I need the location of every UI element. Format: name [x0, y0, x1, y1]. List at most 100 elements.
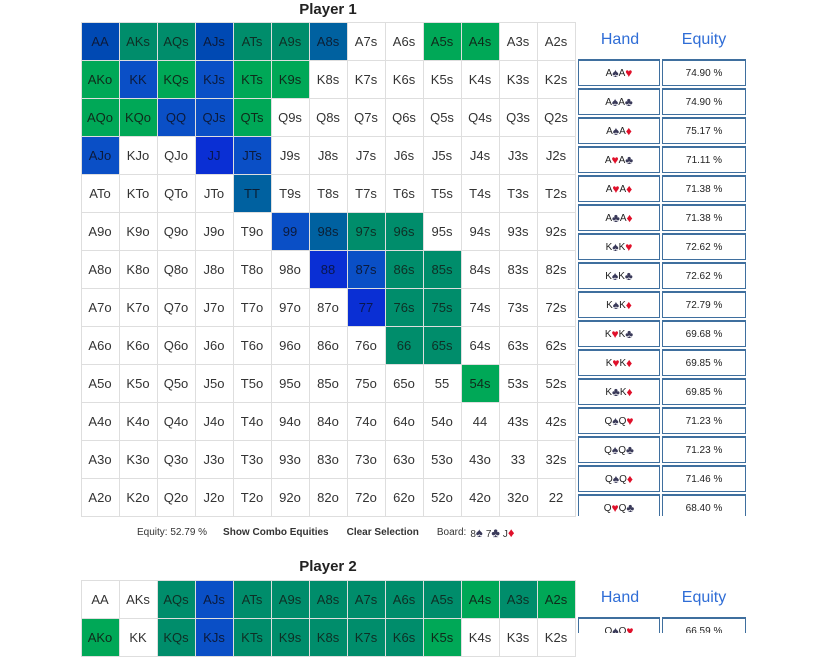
combo-row[interactable]: A ♠ A ♣ 74.90 %: [578, 88, 746, 115]
hand-cell[interactable]: AQo: [80, 97, 120, 137]
hand-cell[interactable]: 63s: [498, 325, 538, 365]
hand-cell[interactable]: 66: [384, 325, 424, 365]
hand-cell[interactable]: T8o: [232, 249, 272, 289]
hand-cell[interactable]: KTs: [232, 617, 272, 657]
hand-cell[interactable]: AJo: [80, 135, 120, 175]
hand-cell[interactable]: A9s: [270, 579, 310, 619]
hand-cell[interactable]: A5s: [422, 21, 462, 61]
hand-cell[interactable]: J6o: [194, 325, 234, 365]
hand-cell[interactable]: A6s: [384, 579, 424, 619]
hand-cell[interactable]: A8o: [80, 249, 120, 289]
hand-cell[interactable]: 53o: [422, 439, 462, 479]
combo-row[interactable]: A ♥ A ♦ 71.38 %: [578, 175, 746, 202]
hand-cell[interactable]: 42s: [536, 401, 576, 441]
hand-cell[interactable]: Q9s: [270, 97, 310, 137]
hand-cell[interactable]: T6s: [384, 173, 424, 213]
hand-cell[interactable]: 64o: [384, 401, 424, 441]
hand-cell[interactable]: A3o: [80, 439, 120, 479]
combo-row[interactable]: K ♥ K ♦ 69.85 %: [578, 349, 746, 376]
hand-cell[interactable]: KK: [118, 59, 158, 99]
hand-cell[interactable]: 72s: [536, 287, 576, 327]
combo-row[interactable]: Q ♠ Q ♣ 71.23 %: [578, 436, 746, 463]
hand-cell[interactable]: 97s: [346, 211, 386, 251]
hand-cell[interactable]: 62o: [384, 477, 424, 517]
combo-row[interactable]: A ♣ A ♦ 71.38 %: [578, 204, 746, 231]
hand-cell[interactable]: 86s: [384, 249, 424, 289]
hand-cell[interactable]: A2o: [80, 477, 120, 517]
combo-row[interactable]: Q ♠ Q ♥ 71.23 %: [578, 407, 746, 434]
hand-cell[interactable]: TT: [232, 173, 272, 213]
hand-cell[interactable]: T4s: [460, 173, 500, 213]
combo-row[interactable]: A ♥ A ♣ 71.11 %: [578, 146, 746, 173]
hand-cell[interactable]: A3s: [498, 21, 538, 61]
hand-cell[interactable]: QJo: [156, 135, 196, 175]
hand-cell[interactable]: Q4s: [460, 97, 500, 137]
hand-cell[interactable]: 32s: [536, 439, 576, 479]
hand-cell[interactable]: T9s: [270, 173, 310, 213]
hand-cell[interactable]: AQs: [156, 21, 196, 61]
hand-cell[interactable]: 83s: [498, 249, 538, 289]
hand-cell[interactable]: KQs: [156, 617, 196, 657]
hand-cell[interactable]: K8o: [118, 249, 158, 289]
hand-cell[interactable]: J8o: [194, 249, 234, 289]
hand-cell[interactable]: Q3o: [156, 439, 196, 479]
hand-cell[interactable]: 53s: [498, 363, 538, 403]
hand-cell[interactable]: A5s: [422, 579, 462, 619]
combo-row[interactable]: A ♠ A ♦ 75.17 %: [578, 117, 746, 144]
hand-cell[interactable]: 97o: [270, 287, 310, 327]
hand-cell[interactable]: ATs: [232, 21, 272, 61]
hand-cell[interactable]: KK: [118, 617, 158, 657]
hand-cell[interactable]: 54s: [460, 363, 500, 403]
hand-cell[interactable]: J2o: [194, 477, 234, 517]
hand-cell[interactable]: AQs: [156, 579, 196, 619]
hand-cell[interactable]: Q5s: [422, 97, 462, 137]
hand-cell[interactable]: ATs: [232, 579, 272, 619]
hand-cell[interactable]: J4o: [194, 401, 234, 441]
hand-cell[interactable]: 98s: [308, 211, 348, 251]
hand-cell[interactable]: 65s: [422, 325, 462, 365]
hand-cell[interactable]: K8s: [308, 59, 348, 99]
hand-cell[interactable]: A4s: [460, 579, 500, 619]
hand-cell[interactable]: K8s: [308, 617, 348, 657]
hand-cell[interactable]: K5o: [118, 363, 158, 403]
hand-cell[interactable]: 55: [422, 363, 462, 403]
hand-cell[interactable]: K4o: [118, 401, 158, 441]
hand-cell[interactable]: ATo: [80, 173, 120, 213]
show-combo-equities-button[interactable]: Show Combo Equities: [223, 527, 329, 538]
hand-cell[interactable]: 93s: [498, 211, 538, 251]
hand-cell[interactable]: A5o: [80, 363, 120, 403]
hand-cell[interactable]: 73o: [346, 439, 386, 479]
hand-cell[interactable]: J6s: [384, 135, 424, 175]
hand-cell[interactable]: K5s: [422, 59, 462, 99]
hand-cell[interactable]: QQ: [156, 97, 196, 137]
hand-cell[interactable]: 77: [346, 287, 386, 327]
hand-cell[interactable]: T6o: [232, 325, 272, 365]
hand-cell[interactable]: QTs: [232, 97, 272, 137]
hand-cell[interactable]: 44: [460, 401, 500, 441]
hand-cell[interactable]: 75o: [346, 363, 386, 403]
hand-cell[interactable]: J5o: [194, 363, 234, 403]
hand-cell[interactable]: AKo: [80, 617, 120, 657]
hand-cell[interactable]: K5s: [422, 617, 462, 657]
combo-row[interactable]: Q ♠ Q ♥ 66.59 %: [578, 617, 746, 633]
hand-cell[interactable]: 82s: [536, 249, 576, 289]
hand-cell[interactable]: K9s: [270, 59, 310, 99]
hand-cell[interactable]: T2o: [232, 477, 272, 517]
hand-cell[interactable]: K6o: [118, 325, 158, 365]
hand-cell[interactable]: 87s: [346, 249, 386, 289]
hand-cell[interactable]: K2o: [118, 477, 158, 517]
hand-cell[interactable]: Q5o: [156, 363, 196, 403]
hand-cell[interactable]: J8s: [308, 135, 348, 175]
hand-cell[interactable]: QTo: [156, 173, 196, 213]
hand-cell[interactable]: KJo: [118, 135, 158, 175]
hand-cell[interactable]: KQs: [156, 59, 196, 99]
hand-cell[interactable]: 54o: [422, 401, 462, 441]
hand-cell[interactable]: A7s: [346, 21, 386, 61]
combo-row[interactable]: K ♥ K ♣ 69.68 %: [578, 320, 746, 347]
hand-cell[interactable]: AA: [80, 21, 120, 61]
hand-cell[interactable]: 75s: [422, 287, 462, 327]
hand-cell[interactable]: JTo: [194, 173, 234, 213]
hand-cell[interactable]: T5s: [422, 173, 462, 213]
hand-cell[interactable]: Q9o: [156, 211, 196, 251]
hand-cell[interactable]: AJs: [194, 21, 234, 61]
